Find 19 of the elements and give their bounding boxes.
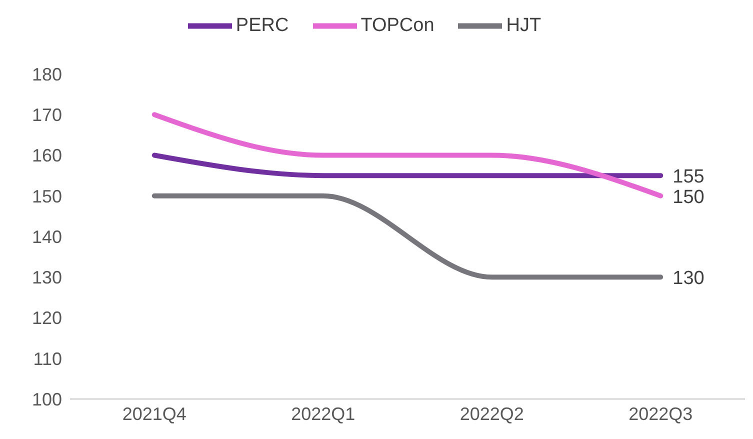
- y-tick-label: 160: [32, 146, 62, 166]
- y-tick-label: 120: [32, 308, 62, 328]
- data-label: 150: [672, 186, 704, 208]
- x-tick-label: 2022Q3: [628, 404, 693, 424]
- legend-label: PERC: [236, 15, 289, 36]
- legend-label: HJT: [506, 15, 542, 36]
- x-tick-label: 2022Q1: [291, 404, 356, 424]
- y-tick-label: 110: [33, 348, 62, 369]
- y-tick-label: 100: [32, 389, 62, 410]
- y-tick-label: 180: [32, 64, 62, 84]
- y-tick-label: 150: [32, 186, 62, 206]
- y-tick-label: 140: [32, 226, 62, 247]
- data-label: 130: [672, 268, 704, 290]
- x-tick-label: 2022Q2: [460, 404, 524, 424]
- legend-label: TOPCon: [360, 15, 434, 36]
- y-tick-label: 170: [32, 105, 62, 126]
- y-tick-label: 130: [32, 268, 62, 288]
- x-tick-label: 2021Q4: [122, 404, 186, 424]
- data-label: 155: [672, 166, 704, 188]
